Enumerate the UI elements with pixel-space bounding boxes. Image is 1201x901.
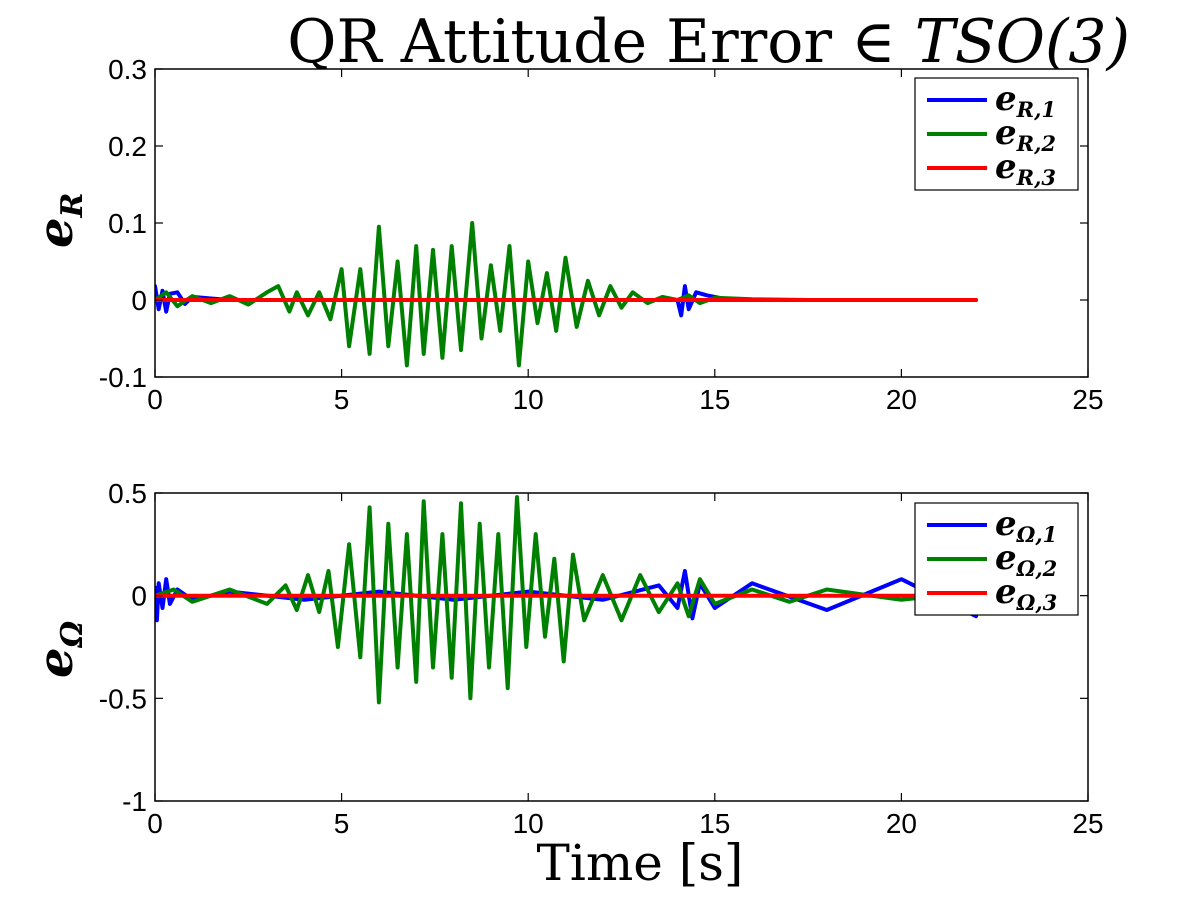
attitude-error-xtick-label: 0: [147, 384, 163, 415]
angular-velocity-error-series: [155, 495, 978, 705]
angular-velocity-error-ytick-label: 0.5: [108, 478, 147, 509]
attitude-error-xtick-label: 20: [886, 384, 917, 415]
attitude-error-xtick-label: 10: [513, 384, 544, 415]
angular-velocity-error-xtick-label: 0: [147, 808, 163, 839]
angular-velocity-error-ytick-label: -0.5: [99, 683, 147, 714]
angular-velocity-error-plot: 0 5 10 15 20 25 -1 -0.5 0 0.5 eΩ eΩ,1eΩ,2eΩ,3: [28, 478, 1104, 839]
attitude-error-xtick-label: 5: [334, 384, 350, 415]
angular-velocity-error-ytick-label: 0: [131, 581, 147, 612]
angular-velocity-error-ticks: 0 5 10 15 20 25 -1 -0.5 0 0.5: [99, 478, 1104, 839]
angular-velocity-error-xtick-label: 20: [886, 808, 917, 839]
angular-velocity-error-ytick-label: -1: [122, 786, 147, 817]
plot-top-ylabel: eR: [28, 193, 90, 248]
angular-velocity-error-legend-entry-1: eΩ,1: [995, 504, 1057, 547]
attitude-error-legend-entry-1: eR,1: [995, 79, 1056, 122]
attitude-error-xtick-label: 25: [1072, 384, 1103, 415]
angular-velocity-error-legend: eΩ,1eΩ,2eΩ,3: [914, 502, 1079, 616]
attitude-error-ytick-label: 0: [131, 285, 147, 316]
angular-velocity-error-series-line-2: [155, 495, 978, 705]
attitude-error-legend: eR,1eR,2eR,3: [914, 77, 1079, 191]
attitude-error-ytick-label: 0.3: [108, 54, 147, 85]
attitude-error-xtick-label: 15: [699, 384, 730, 415]
angular-velocity-error-xtick-label: 5: [334, 808, 350, 839]
title-prefix: QR Attitude Error ∈: [287, 7, 914, 77]
angular-velocity-error-legend-entry-2: eΩ,2: [995, 538, 1057, 581]
angular-velocity-error-xtick-label: 25: [1072, 808, 1103, 839]
attitude-error-legend-entry-2: eR,2: [995, 113, 1056, 156]
attitude-error-ticks: 0 5 10 15 20 25-0.100.10.20.3: [99, 54, 1104, 415]
plot-bottom-axes-box: [154, 492, 1089, 802]
attitude-error-legend-entry-3: eR,3: [995, 147, 1056, 190]
plot-bottom-ylabel: eΩ: [28, 620, 90, 678]
figure-title: QR Attitude Error ∈ TSO(3): [287, 7, 1130, 77]
attitude-error-series: [155, 221, 978, 368]
title-math: TSO(3): [915, 7, 1130, 77]
angular-velocity-error-legend-entry-3: eΩ,3: [995, 572, 1057, 615]
attitude-error-ytick-label: -0.1: [99, 362, 147, 393]
angular-velocity-error-xtick-label: 15: [699, 808, 730, 839]
angular-velocity-error-xtick-label: 10: [513, 808, 544, 839]
attitude-error-ytick-label: 0.2: [108, 131, 147, 162]
attitude-error-ytick-label: 0.1: [108, 208, 147, 239]
x-axis-label: Time [s]: [537, 834, 744, 892]
attitude-error-plot: 0 5 10 15 20 25-0.100.10.20.3 eR eR,1eR,2eR,3: [28, 54, 1104, 415]
